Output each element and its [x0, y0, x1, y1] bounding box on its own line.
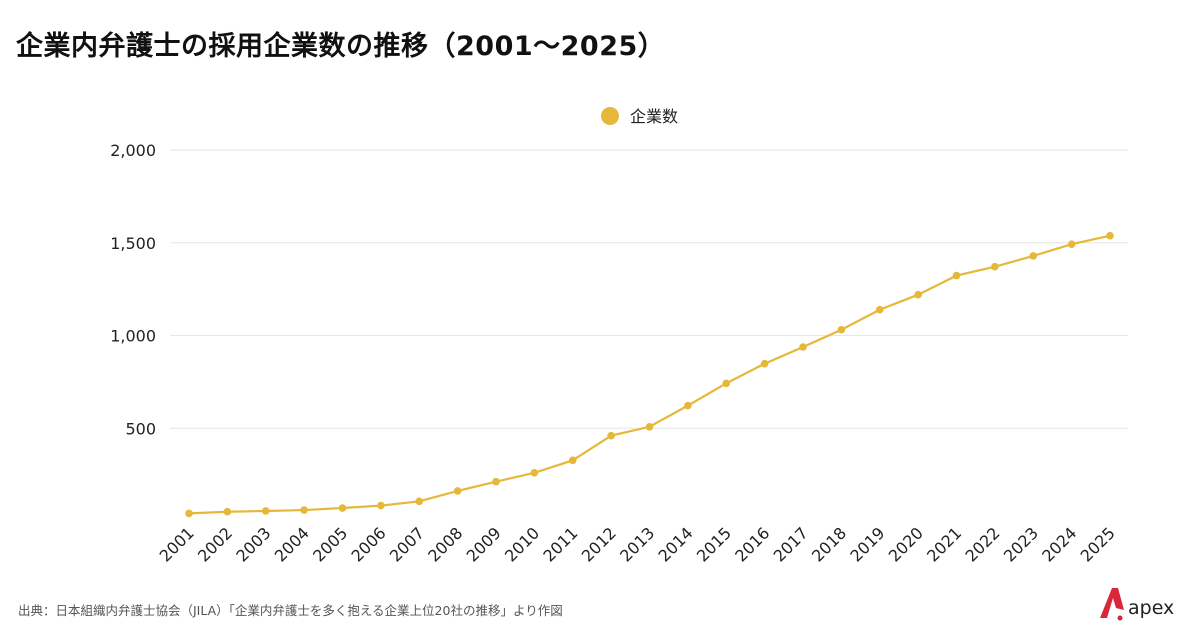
- data-point[interactable]: [261, 507, 270, 515]
- data-point[interactable]: [530, 468, 539, 477]
- x-tick-label: 2004: [271, 523, 313, 565]
- x-tick-label: 2012: [578, 523, 620, 565]
- series-line-path: [188, 234, 1111, 515]
- x-tick-label: 2015: [693, 523, 735, 565]
- y-tick-label: 1,500: [110, 234, 156, 253]
- legend: 企業数: [601, 107, 678, 126]
- x-tick-label: 2003: [232, 523, 274, 565]
- x-tick-label: 2009: [463, 523, 505, 565]
- x-tick-label: 2021: [923, 523, 965, 565]
- x-tick-label: 2008: [424, 523, 466, 565]
- data-point[interactable]: [1106, 231, 1114, 240]
- x-tick-label: 2013: [616, 523, 658, 565]
- y-axis-ticks: 500 1,000 1,500 2,000: [110, 141, 156, 438]
- x-tick-label: 2018: [808, 523, 850, 565]
- x-tick-label: 2020: [885, 523, 927, 565]
- x-axis-ticks: 2001200220032004200520062007200820092010…: [156, 523, 1119, 565]
- data-point[interactable]: [722, 379, 731, 388]
- data-point[interactable]: [760, 359, 769, 368]
- legend-marker: [601, 107, 619, 125]
- data-point[interactable]: [837, 325, 846, 334]
- x-tick-label: 2022: [961, 523, 1003, 565]
- x-tick-label: 2001: [156, 523, 198, 565]
- x-tick-label: 2017: [770, 523, 812, 565]
- data-point[interactable]: [991, 262, 999, 271]
- data-point[interactable]: [1029, 252, 1038, 260]
- gridlines: [170, 149, 1128, 429]
- x-tick-label: 2024: [1038, 523, 1080, 565]
- x-tick-label: 2010: [501, 523, 543, 565]
- x-tick-label: 2005: [309, 523, 351, 565]
- x-tick-label: 2019: [846, 523, 888, 565]
- source-note: 出典：日本組織内弁護士協会（JILA）「企業内弁護士を多く抱える企業上位20社の…: [18, 603, 563, 618]
- data-point[interactable]: [952, 271, 961, 280]
- y-tick-label: 2,000: [110, 141, 156, 160]
- data-point[interactable]: [914, 290, 922, 299]
- data-point[interactable]: [645, 422, 654, 431]
- data-point[interactable]: [377, 501, 385, 510]
- y-tick-label: 500: [125, 419, 156, 438]
- x-tick-label: 2025: [1077, 523, 1119, 565]
- x-tick-label: 2014: [654, 523, 696, 565]
- data-point[interactable]: [1067, 240, 1076, 249]
- logo-text: apex: [1128, 597, 1174, 619]
- legend-label[interactable]: 企業数: [630, 107, 678, 126]
- x-tick-label: 2006: [347, 523, 389, 565]
- data-point[interactable]: [415, 497, 424, 506]
- data-point[interactable]: [607, 431, 615, 440]
- data-point[interactable]: [492, 477, 500, 486]
- x-tick-label: 2002: [194, 523, 236, 565]
- data-point[interactable]: [338, 504, 347, 512]
- x-tick-label: 2016: [731, 523, 773, 565]
- data-point[interactable]: [453, 487, 462, 495]
- data-point[interactable]: [684, 401, 692, 410]
- x-tick-label: 2007: [386, 523, 428, 565]
- series-line: [185, 231, 1114, 518]
- x-tick-label: 2011: [539, 523, 581, 565]
- chart-title: 企業内弁護士の採用企業数の推移（2001〜2025）: [16, 31, 666, 62]
- x-tick-label: 2023: [1000, 523, 1042, 565]
- apex-logo: apex: [1100, 588, 1174, 621]
- data-point[interactable]: [875, 305, 884, 314]
- data-point[interactable]: [300, 506, 308, 514]
- logo-mark-icon: [1100, 588, 1124, 618]
- y-tick-label: 1,000: [110, 327, 156, 346]
- data-point[interactable]: [185, 509, 193, 518]
- data-point[interactable]: [799, 343, 807, 351]
- data-point[interactable]: [568, 456, 577, 465]
- data-point[interactable]: [223, 507, 232, 516]
